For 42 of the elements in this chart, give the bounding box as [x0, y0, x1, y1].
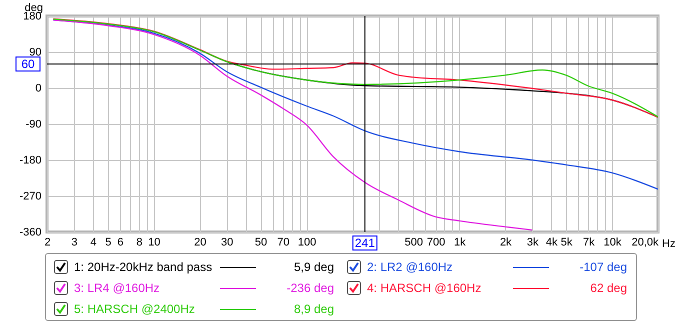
x-axis-title: Hz [662, 238, 676, 250]
x-tick-label: 5 [105, 236, 112, 248]
y-tick-label: 0 [35, 82, 42, 94]
x-tick-label: 3 [71, 236, 78, 248]
ref-line-label: 241 [354, 236, 376, 250]
x-tick-label: 2k [500, 236, 512, 248]
x-tick-label: 20 [194, 236, 206, 248]
x-tick-label: 2 [44, 236, 51, 248]
y-tick-label: -180 [19, 154, 42, 166]
x-tick-label: 50 [254, 236, 268, 248]
x-tick-label: 100 [298, 236, 316, 248]
y-tick-label: -270 [19, 190, 42, 202]
legend-label: 5: HARSCH @2400Hz [74, 302, 196, 316]
x-tick-label: 3k [526, 236, 539, 248]
text: -107 deg [578, 260, 627, 274]
x-tick-label: 6 [117, 236, 124, 248]
text: -236 deg [286, 281, 334, 295]
legend-label: 4: HARSCH @160Hz [367, 281, 482, 295]
x-tick-label: 8 [136, 236, 143, 248]
text: 62 deg [589, 281, 627, 295]
y-tick-label: -90 [26, 118, 42, 130]
x-tick-label: 700 [426, 236, 446, 248]
x-tick-label: 10k [604, 236, 622, 248]
x-tick-label: 30 [221, 236, 234, 248]
x-tick-label: 10 [148, 236, 160, 248]
y-axis-title: deg [24, 2, 43, 14]
x-tick-label: 4 [90, 236, 97, 248]
x-tick-label: 4k [546, 236, 558, 248]
x-tick-label: 20,0k [632, 236, 659, 248]
x-tick-label: 500 [404, 236, 423, 248]
y-tick-label: 90 [29, 46, 42, 58]
legend-label: 3: LR4 @160Hz [74, 281, 161, 295]
x-tick-label: 5k [560, 236, 573, 248]
x-tick-label: 1k [454, 236, 466, 248]
text: 5,9 deg [292, 260, 334, 274]
text: 8,9 deg [292, 302, 334, 316]
x-tick-label: 70 [277, 236, 290, 248]
x-tick-label: 7k [583, 236, 596, 248]
legend-label: 2: LR2 @160Hz [367, 260, 454, 274]
legend-label: 1: 20Hz-20kHz band pass [74, 260, 214, 274]
y-tick-label: -360 [19, 226, 42, 238]
ref-line-label: 60 [21, 57, 35, 71]
